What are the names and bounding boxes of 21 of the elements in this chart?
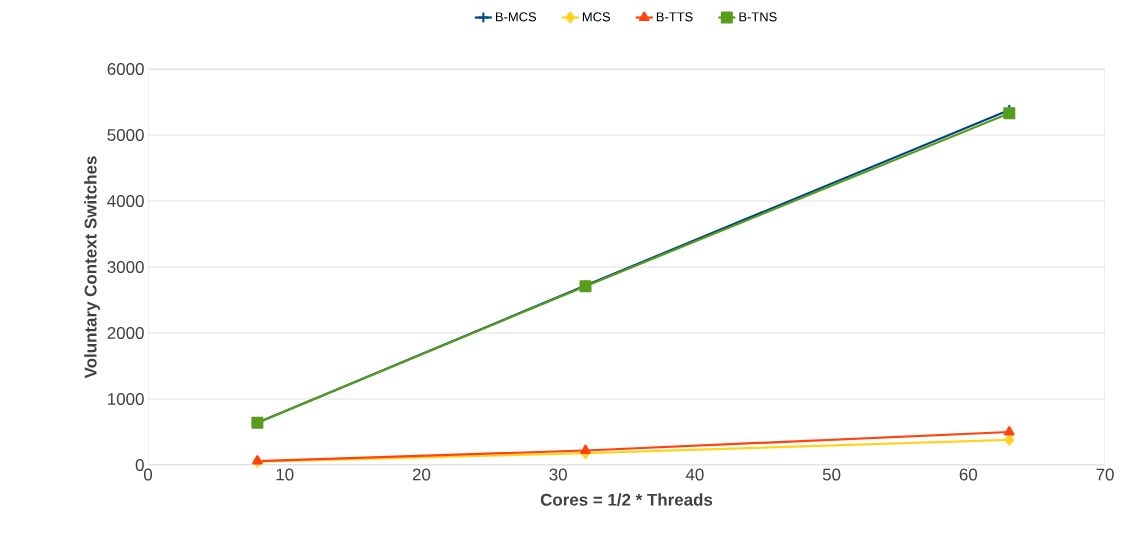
- legend-label: B-MCS: [496, 12, 537, 22]
- x-tick-label: 10: [276, 468, 294, 481]
- y-tick-label: 0: [135, 459, 144, 471]
- legend-label: B-TTS: [656, 12, 693, 22]
- y-tick-label: 1000: [108, 393, 144, 405]
- x-tick-label: 70: [1096, 468, 1114, 481]
- x-tick-label: 30: [549, 468, 567, 481]
- x-tick-label: 40: [685, 468, 704, 481]
- x-tick-label: 20: [412, 468, 431, 481]
- y-tick-label: 3000: [107, 261, 144, 273]
- y-tick-label: 5000: [107, 129, 144, 141]
- y-tick-label: 6000: [107, 63, 144, 76]
- legend-label: MCS: [582, 12, 611, 22]
- x-axis-title: Cores = 1/2 * Threads: [540, 493, 713, 506]
- x-tick-label: 0: [143, 468, 153, 481]
- x-tick-label: 50: [822, 468, 841, 481]
- legend-label: B-TNS: [739, 12, 777, 22]
- y-axis-title: Voluntary Context Switches: [84, 156, 100, 379]
- y-tick-label: 2000: [107, 327, 144, 339]
- x-tick-label: 60: [959, 468, 978, 481]
- y-tick-label: 4000: [107, 195, 144, 207]
